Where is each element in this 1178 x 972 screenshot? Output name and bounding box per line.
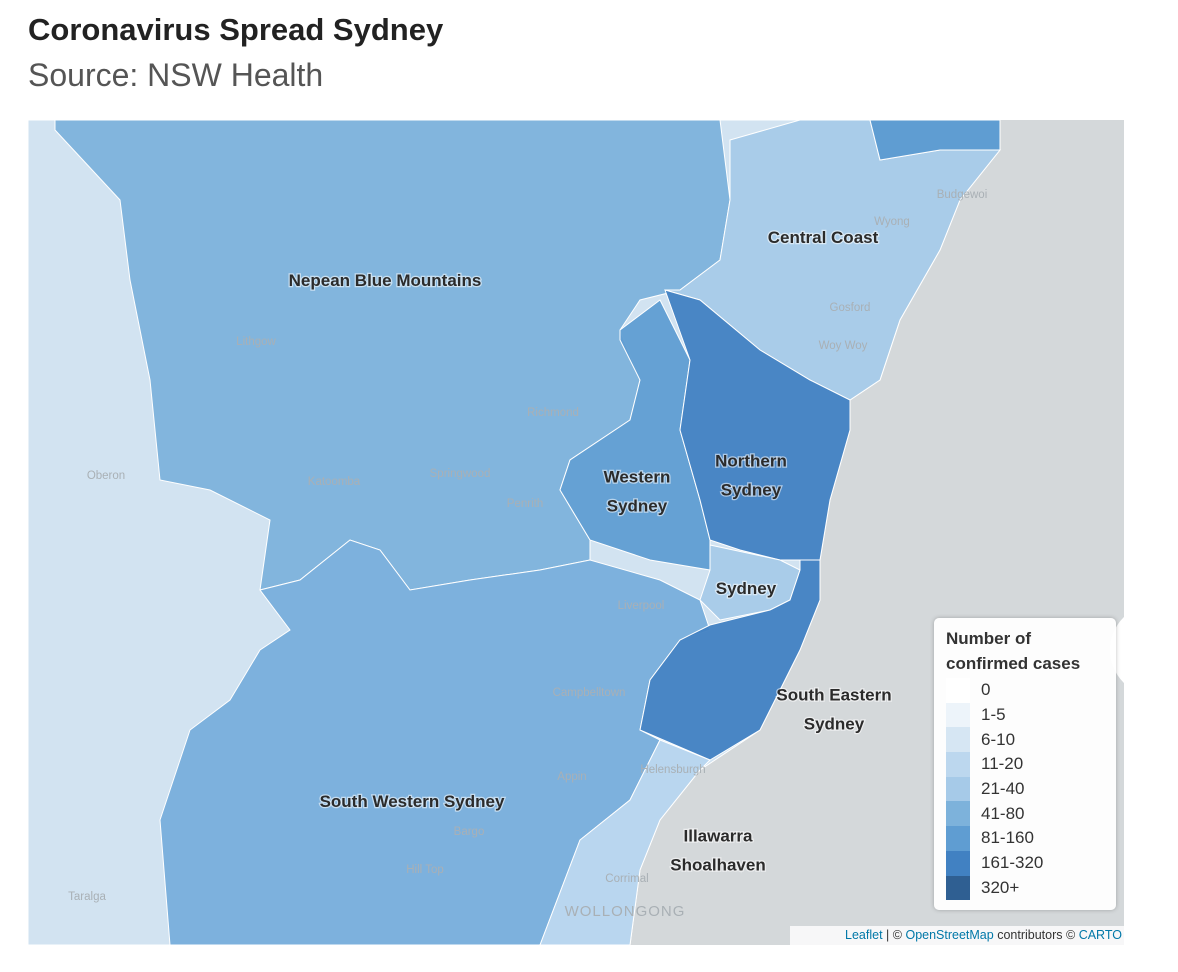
legend-label: 6-10 — [981, 729, 1016, 749]
carto-link[interactable]: CARTO — [1078, 928, 1122, 942]
legend-label: 11-20 — [981, 754, 1024, 774]
legend-title: Number of confirmed cases — [946, 629, 1081, 673]
legend-item: 161-320 — [946, 850, 1104, 876]
legend-label: 81-160 — [981, 828, 1034, 848]
legend-item: 0 — [946, 678, 1104, 703]
legend-item: 6-10 — [946, 727, 1104, 753]
region-label: Nepean Blue Mountains — [289, 271, 482, 290]
legend: Number of confirmed cases 0 1-5 6-10 11-20 2… — [934, 618, 1116, 910]
source: Source: NSW Health — [28, 57, 324, 93]
town-label: Campbelltown — [553, 687, 626, 699]
town-label: Taralga — [68, 891, 106, 903]
legend-label: 21-40 — [981, 779, 1025, 799]
legend-swatch — [946, 752, 970, 777]
leaflet-link[interactable]: Leaflet — [845, 928, 883, 942]
region-label: Central Coast — [768, 228, 879, 247]
town-label: Springwood — [430, 468, 491, 480]
legend-label: 0 — [981, 680, 991, 700]
osm-prefix: © — [892, 928, 902, 942]
map-layer: Budgewoi Wyong Gosford Woy Woy Lithgow Richmo… — [28, 120, 1124, 945]
town-label: WOLLONGONG — [565, 903, 686, 920]
town-label: Richmond — [527, 407, 579, 419]
town-label: Lithgow — [236, 336, 276, 348]
town-label: Liverpool — [618, 600, 665, 612]
legend-swatch — [946, 875, 970, 901]
legend-label: 1-5 — [981, 705, 1006, 725]
town-label: Katoomba — [308, 476, 361, 488]
town-label: Wyong — [874, 216, 910, 228]
town-label: Oberon — [87, 470, 125, 482]
region-label: Sydney — [716, 579, 777, 598]
osm-link[interactable]: OpenStreetMap — [905, 928, 994, 942]
carto-prefix: contributors © — [997, 928, 1076, 942]
region-label: South Eastern Sydney — [776, 686, 891, 734]
separator: | — [886, 928, 890, 942]
legend-label: 161-320 — [981, 853, 1044, 873]
legend-swatch — [946, 826, 970, 851]
region — [539, 739, 711, 945]
town-label: Budgewoi — [937, 189, 988, 201]
town-label: Penrith — [507, 498, 543, 510]
legend-label: 41-80 — [981, 803, 1025, 823]
legend-swatch — [946, 801, 970, 827]
legend-swatch — [946, 850, 970, 876]
legend-swatch — [946, 678, 970, 703]
attribution: Leaflet | © OpenStreetMap contributors ©… — [790, 926, 1124, 945]
town-label: Helensburgh — [640, 764, 705, 776]
town-label: Gosford — [830, 302, 871, 314]
legend-swatch — [946, 702, 970, 728]
region-label: South Western Sydney — [320, 792, 505, 811]
legend-item: 11-20 — [946, 752, 1104, 777]
town-label: Hill Top — [406, 864, 444, 876]
title: Coronavirus Spread Sydney — [28, 12, 444, 47]
legend-swatch — [946, 727, 970, 753]
legend-items: 0 1-5 6-10 11-20 21-40 41-80 81-160 161-320 320+ — [946, 678, 1104, 901]
top-region — [869, 120, 1001, 161]
map: Budgewoi Wyong Gosford Woy Woy Lithgow Richmo… — [28, 120, 1124, 945]
legend-item: 21-40 — [946, 776, 1104, 802]
legend-label: 320+ — [981, 877, 1020, 897]
legend-item: 1-5 — [946, 702, 1104, 728]
region-label: Western Sydney — [604, 468, 671, 516]
region-label: Illawarra Shoalhaven — [670, 827, 765, 875]
region — [639, 559, 821, 761]
town-label: Appin — [557, 771, 586, 783]
town-label: Woy Woy — [819, 340, 868, 352]
town-label: Corrimal — [605, 873, 648, 885]
legend-item: 41-80 — [946, 801, 1104, 827]
legend-swatch — [946, 776, 970, 802]
legend-item: 320+ — [946, 875, 1104, 901]
region-label: Northern Sydney — [715, 452, 787, 500]
town-label: Bargo — [454, 826, 485, 838]
legend-item: 81-160 — [946, 826, 1104, 851]
